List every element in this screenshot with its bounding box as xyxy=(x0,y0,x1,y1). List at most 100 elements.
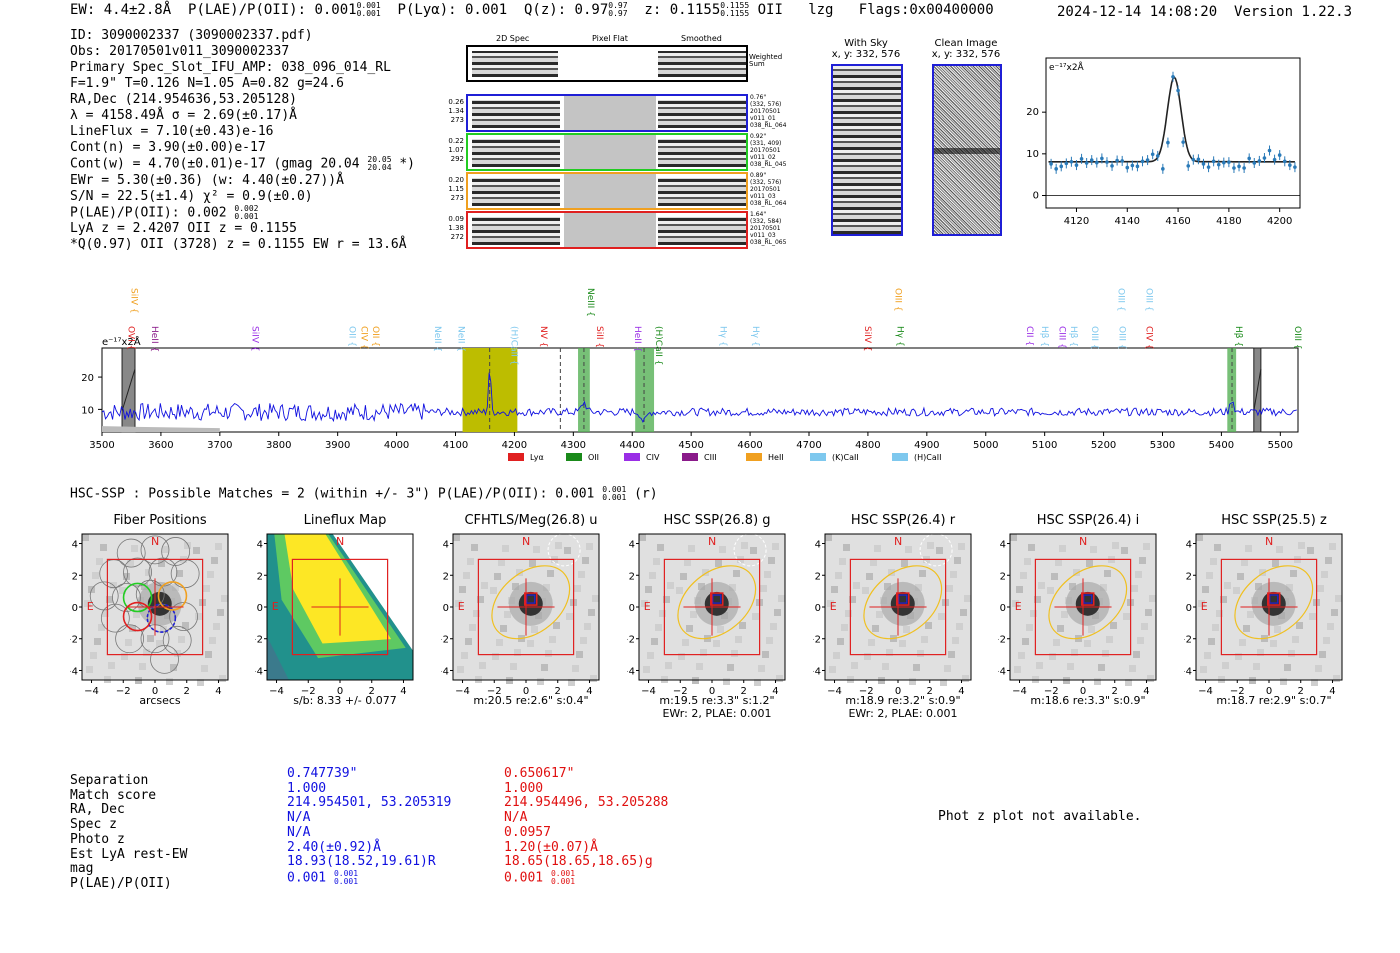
hsc-panel: CFHTLS/Meg(26.8) u m:20.5 re:2.6" s:0.4"… xyxy=(441,510,611,725)
image-noise-pixel xyxy=(655,624,662,631)
label-photo-z: Photo z xyxy=(70,831,125,847)
info-line: Cont(n) = 3.90(±0.00)e-17 xyxy=(70,140,266,155)
image-noise-pixel xyxy=(84,600,91,607)
image-noise-pixel xyxy=(512,583,519,590)
image-noise-pixel xyxy=(1102,650,1109,657)
image-noise-pixel xyxy=(504,611,511,618)
fiber-circle-highlight xyxy=(122,601,153,632)
fiber-circle xyxy=(100,603,130,633)
image-noise-pixel xyxy=(1106,636,1113,643)
plae-value: P(LAE)/P(OII): 0.001 xyxy=(188,2,357,18)
image-noise-pixel xyxy=(1204,652,1211,659)
image-noise-pixel xyxy=(729,584,736,591)
image-noise-pixel xyxy=(514,649,521,656)
image-noise-pixel xyxy=(1073,569,1080,576)
image-noise-pixel xyxy=(547,570,554,577)
spectrum-green-band xyxy=(635,348,655,432)
image-noise-pixel xyxy=(696,663,703,670)
hsc-panel-image: N E −4 −4 −2 −2 0 0 2 2 4 4 xyxy=(813,533,972,697)
image-noise-pixel xyxy=(209,637,216,644)
spectrum-xtick-label: 5300 xyxy=(1150,440,1175,451)
image-noise-pixel xyxy=(864,653,871,660)
col2-value: 1.20(±0.07)Å xyxy=(504,839,598,855)
match-box-red xyxy=(524,592,538,606)
label-spec-z: Spec z xyxy=(70,817,117,833)
header-timestamp: 2024-12-14 14:08:20 Version 1.22.3 xyxy=(1057,4,1352,20)
image-noise-pixel xyxy=(1071,649,1078,656)
spectrum-line-label: OIII { xyxy=(1144,288,1154,312)
col1-value: 18.93(18.52,19.61)R xyxy=(287,854,436,870)
image-noise-pixel xyxy=(1327,623,1334,630)
info-plae2: P(LAE)/P(OII): 0.002 xyxy=(70,205,227,220)
match-box-blue xyxy=(1083,594,1093,604)
image-noise-pixel xyxy=(176,570,183,577)
panel-ytick-label: −2 xyxy=(441,635,449,646)
image-noise-pixel xyxy=(572,665,579,672)
spectrum-xtick-label: 3800 xyxy=(266,440,291,451)
spectrum-line-label: Hβ { xyxy=(1039,326,1049,347)
fit-point xyxy=(1089,158,1094,162)
search-box xyxy=(663,558,761,656)
image-noise-pixel xyxy=(160,626,167,633)
panel-ytick-label: 4 xyxy=(1000,540,1006,551)
panel-xtick-label: −2 xyxy=(1230,686,1245,697)
fiber-circle xyxy=(115,624,145,654)
fiber-circle xyxy=(150,644,179,674)
image-noise-pixel xyxy=(1292,636,1299,643)
image-noise-pixel xyxy=(143,649,150,656)
col2-value: 0.001 0.001 0.001 xyxy=(504,869,668,886)
image-noise-pixel xyxy=(845,610,852,617)
hsc-panel-foot2: EWr: 2, PLAE: 0.001 xyxy=(662,707,772,720)
hsc-panel: HSC SSP(26.4) r m:18.9 re:3.2" s:0.9" EW… xyxy=(813,510,983,725)
image-noise-pixel xyxy=(1125,679,1132,686)
image-noise-pixel xyxy=(1243,625,1250,632)
image-noise-pixel xyxy=(129,625,136,632)
clean-image xyxy=(932,64,1002,236)
qz-sub: 0.97 xyxy=(608,9,628,18)
image-noise-pixel xyxy=(1121,547,1128,554)
image-noise-pixel xyxy=(510,663,517,670)
image-noise-pixel xyxy=(457,666,464,673)
panel-ytick-label: 2 xyxy=(257,571,263,582)
east-label: E xyxy=(458,600,465,613)
image-noise-pixel xyxy=(774,609,781,616)
spectrum-line-label: OII { xyxy=(347,326,357,347)
panel-xtick-label: 0 xyxy=(152,686,158,697)
gmag-sup: 20.05 xyxy=(367,155,392,164)
image-noise-pixel xyxy=(1104,570,1111,577)
cutout-left-1: 0.09 xyxy=(448,215,464,223)
spectrum-line-label: CIV { xyxy=(1144,326,1154,350)
image-noise-pixel xyxy=(574,585,581,592)
image-noise-pixel xyxy=(553,622,560,629)
spectrum-xtick-label: 4800 xyxy=(855,440,880,451)
spectrum-xtick-label: 5500 xyxy=(1268,440,1293,451)
image-noise-pixel xyxy=(1276,546,1283,553)
full-spectrum-chart: 10 20 3500 3600 3700 3800 3900 4000 4100 4200 4300… xyxy=(81,288,1302,462)
image-noise-pixel xyxy=(919,570,926,577)
image-noise-pixel xyxy=(1061,611,1068,618)
panel-ytick-label: −2 xyxy=(627,635,635,646)
info-line: ID: 3090002337 (3090002337.pdf) xyxy=(70,28,313,43)
hsc-panel-title: CFHTLS/Meg(26.8) u xyxy=(464,513,598,528)
image-noise-pixel xyxy=(905,546,912,553)
panel-ytick-label: 0 xyxy=(1186,603,1192,614)
image-noise-pixel xyxy=(940,679,947,686)
cutout-left-1: 0.26 xyxy=(448,98,464,106)
image-noise-pixel xyxy=(219,675,226,682)
info-line: LyA z = 2.4207 OII z = 0.1155 xyxy=(70,221,297,236)
image-noise-pixel xyxy=(203,585,210,592)
image-noise-pixel xyxy=(178,636,185,643)
legend-label: HeII xyxy=(768,453,784,462)
col1-sub: 0.001 xyxy=(333,876,359,886)
lzg-label: lzg xyxy=(808,2,834,18)
image-noise-pixel xyxy=(698,583,705,590)
image-noise-pixel xyxy=(568,679,575,686)
image-noise-pixel xyxy=(678,653,685,660)
cutout-r4: v011_03 xyxy=(750,193,776,200)
spectrum-trace xyxy=(101,372,1297,423)
fit-point xyxy=(1247,156,1251,161)
image-noise-pixel xyxy=(1255,583,1262,590)
image-noise-pixel xyxy=(1020,572,1027,579)
image-noise-pixel xyxy=(837,638,844,645)
image-noise-pixel xyxy=(498,559,505,566)
